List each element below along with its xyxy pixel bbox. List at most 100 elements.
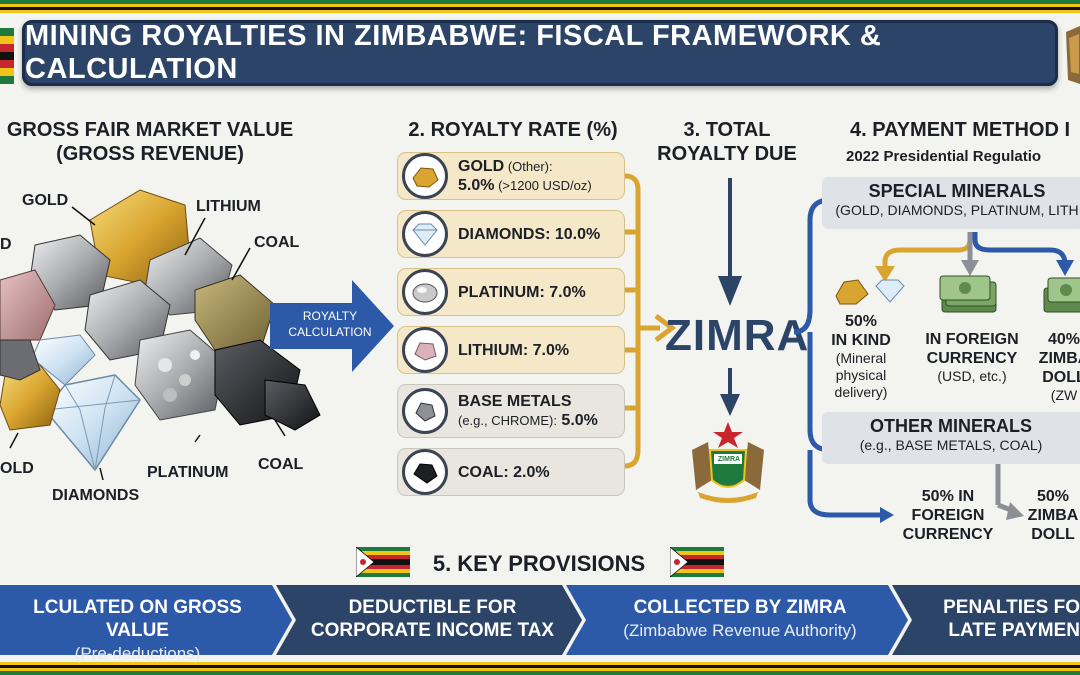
coat-of-arms-icon <box>1066 26 1080 84</box>
zwl-detail: (ZW <box>1050 387 1078 403</box>
royalty-calculation-label: ROYALTY CALCULATION <box>280 308 380 340</box>
section3-heading-line1: 3. TOTAL <box>683 119 771 141</box>
zwl-line2: ZIMBA <box>1038 350 1080 367</box>
rate-lithium: LITHIUM: 7.0% <box>458 341 570 359</box>
coal-icon <box>402 449 448 495</box>
pink-rock <box>0 269 56 341</box>
in-kind-detail2: physical <box>835 367 887 383</box>
provision2-main2: CORPORATE INCOME TAX <box>310 620 555 641</box>
emblem-text: ZIMRA <box>717 456 741 463</box>
title-banner: MINING ROYALTIES IN ZIMBABWE: FISCAL FRA… <box>22 20 1058 86</box>
provision-penalties: PENALTIES FO LATE PAYMEN <box>920 596 1080 642</box>
other-zimbabwe-dollar: 50% ZIMBA DOLL <box>1026 487 1080 544</box>
minerals-pile-illustration <box>0 189 321 481</box>
section1-heading: GROSS FAIR MARKET VALUE (GROSS REVENUE) <box>0 118 300 166</box>
other-minerals-subtitle: (e.g., BASE METALS, COAL) <box>859 437 1043 453</box>
rate-gold-value: 5.0% <box>458 177 495 194</box>
rate-gold-threshold: (>1200 USD/oz) <box>494 178 592 193</box>
special-minerals-panel <box>822 177 1080 229</box>
zimbabwe-flag-icon <box>0 28 14 84</box>
section4-subheading: 2022 Presidential Regulatio <box>846 148 1042 165</box>
coal-pieces <box>214 339 321 431</box>
other-foreign-line3: CURRENCY <box>902 526 994 543</box>
foreign-detail: (USD, etc.) <box>937 368 1007 384</box>
down-arrow-to-emblem <box>720 368 740 416</box>
payment-zimbabwe-dollar: 40% ZIMBA DOLL (ZW <box>1034 330 1080 404</box>
rates-bracket <box>624 173 677 469</box>
base-metal-icon <box>402 388 448 434</box>
other-foreign-currency: 50% IN FOREIGN CURRENCY <box>896 487 1000 544</box>
rate-card-coal: COAL: 2.0% <box>397 448 625 496</box>
zwl-line3: DOLL <box>1042 369 1080 386</box>
provision4-main: PENALTIES FO <box>943 597 1080 618</box>
lithium-icon <box>402 327 448 373</box>
gold-and-diamond-icon <box>835 279 905 305</box>
arrow-label-line1: ROYALTY <box>302 309 358 323</box>
foreign-line1: IN FOREIGN <box>925 331 1019 348</box>
rate-diamonds: DIAMONDS: 10.0% <box>458 225 601 243</box>
other-minerals-title: OTHER MINERALS <box>870 416 1032 436</box>
rate-coal: COAL: 2.0% <box>458 463 550 481</box>
section5-heading: 5. KEY PROVISIONS <box>432 551 646 576</box>
cash-stack-icon-right <box>1043 277 1080 313</box>
rate-card-diamonds: DIAMONDS: 10.0% <box>397 210 625 258</box>
rate-gold-name: GOLD <box>458 158 505 175</box>
section1-heading-line1: GROSS FAIR MARKET VALUE <box>6 119 294 141</box>
provisions-chevron-bar <box>0 585 1080 655</box>
other-foreign-line2: FOREIGN <box>911 507 985 524</box>
section3-heading-line2: ROYALTY DUE <box>657 143 797 165</box>
rate-card-base-metals: BASE METALS (e.g., CHROME): 5.0% <box>397 384 625 438</box>
provision1-sub: (Pre-deductions) <box>74 644 201 663</box>
label-partial-left: D <box>0 236 12 253</box>
provision1-main: LCULATED ON GROSS VALUE <box>33 597 242 641</box>
special-minerals-subtitle: (GOLD, DIAMONDS, PLATINUM, LITH <box>835 202 1079 218</box>
down-arrow-to-zimra <box>718 178 742 306</box>
other-minerals-panel <box>822 412 1080 464</box>
rate-card-platinum: PLATINUM: 7.0% <box>397 268 625 316</box>
label-pointer-lines <box>9 206 286 481</box>
diamond-icon <box>402 211 448 257</box>
rate-base-metals-example: (e.g., CHROME): <box>458 413 557 428</box>
provision4-main2: LATE PAYMEN <box>948 620 1080 641</box>
label-gold-top: GOLD <box>22 192 69 209</box>
rate-card-gold: GOLD (Other): 5.0% (>1200 USD/oz) <box>397 152 625 200</box>
provision-collected-by-zimra: COLLECTED BY ZIMRA (Zimbabwe Revenue Aut… <box>590 596 890 642</box>
in-kind-detail3: delivery) <box>834 384 888 400</box>
provision-gross-value: LCULATED ON GROSS VALUE (Pre-deductions) <box>0 596 275 665</box>
bottom-flag-stripe <box>0 662 1080 675</box>
other-zwl-line1: 50% <box>1036 488 1070 505</box>
special-minerals-title: SPECIAL MINERALS <box>868 181 1046 201</box>
label-diamonds: DIAMONDS <box>52 487 140 504</box>
label-coal-top: COAL <box>254 234 300 251</box>
in-kind-percent: 50% <box>844 313 878 330</box>
provision3-main: COLLECTED BY ZIMRA <box>633 597 847 618</box>
zimra-emblem-icon <box>692 422 764 503</box>
royalty-calculation-arrow <box>270 280 394 372</box>
foreign-line2: CURRENCY <box>926 350 1018 367</box>
rate-base-metals-value: 5.0% <box>556 412 598 429</box>
section2-heading: 2. ROYALTY RATE (%) <box>408 119 618 141</box>
zimra-label: ZIMRA <box>665 311 810 360</box>
zimbabwe-flag-right-icon <box>670 547 724 577</box>
page-title: MINING ROYALTIES IN ZIMBABWE: FISCAL FRA… <box>25 20 882 85</box>
label-lithium: LITHIUM <box>196 198 261 215</box>
special-minerals-header: SPECIAL MINERALS (GOLD, DIAMONDS, PLATIN… <box>822 181 1080 218</box>
other-zwl-line3: DOLL <box>1031 526 1075 543</box>
in-kind-label: IN KIND <box>831 332 891 349</box>
rate-card-lithium: LITHIUM: 7.0% <box>397 326 625 374</box>
zwl-percent: 40% <box>1047 331 1080 348</box>
other-foreign-line1: 50% IN <box>921 488 975 505</box>
coal-rock-top <box>194 274 276 351</box>
payment-in-kind: 50% IN KIND (Mineral physical delivery) <box>820 312 902 401</box>
platinum-icon <box>402 269 448 315</box>
gold-nugget-icon <box>402 153 448 199</box>
platinum-cluster <box>134 329 226 421</box>
label-coal-bottom: COAL <box>258 456 304 473</box>
zimbabwe-flag-left-icon <box>356 547 410 577</box>
arrow-label-line2: CALCULATION <box>288 325 372 339</box>
rate-base-metals-name: BASE METALS <box>458 393 572 410</box>
top-flag-stripe <box>0 0 1080 14</box>
cash-stack-icon <box>939 275 997 313</box>
dark-rock-left <box>0 339 41 381</box>
section1-heading-line2: (GROSS REVENUE) <box>56 143 244 165</box>
